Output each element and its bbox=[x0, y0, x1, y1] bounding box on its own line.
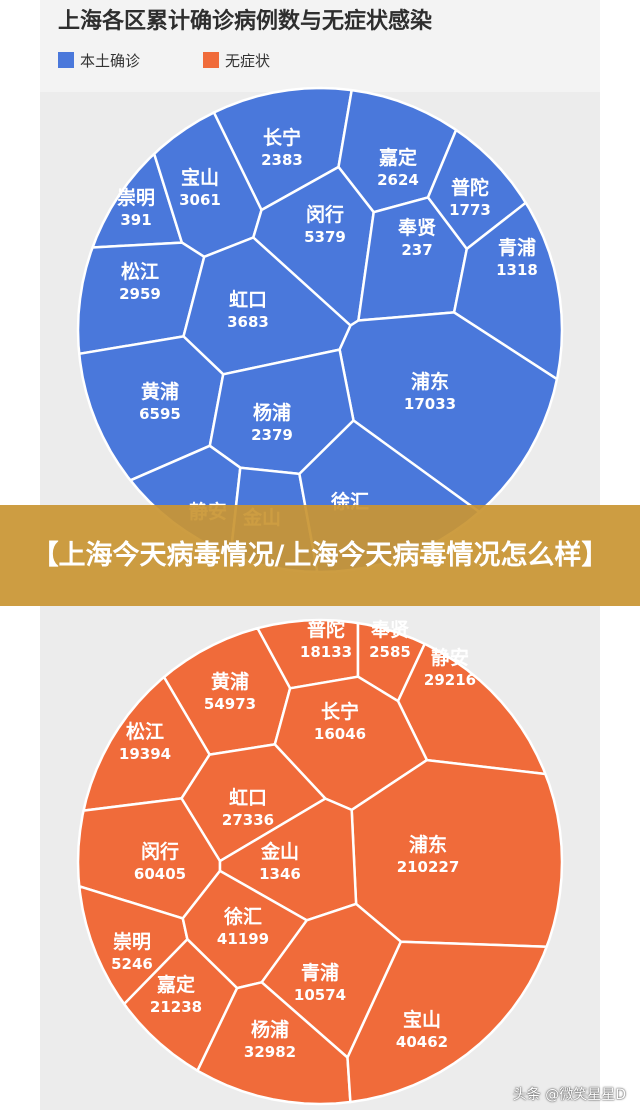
district-value-label: 2959 bbox=[119, 285, 161, 303]
district-cell bbox=[350, 758, 564, 948]
district-name-label: 宝山 bbox=[403, 1008, 441, 1031]
district-cell bbox=[346, 940, 548, 1104]
district-cell bbox=[452, 201, 564, 381]
district-value-label: 17033 bbox=[404, 395, 456, 413]
district-value-label: 237 bbox=[401, 241, 432, 259]
district-value-label: 1318 bbox=[496, 261, 538, 279]
district-name-label: 浦东 bbox=[411, 370, 449, 393]
district-name-label: 虹口 bbox=[229, 786, 267, 809]
district-value-label: 18133 bbox=[300, 643, 352, 661]
district-name-label: 虹口 bbox=[229, 288, 267, 311]
district-value-label: 16046 bbox=[314, 725, 366, 743]
district-value-label: 40462 bbox=[396, 1033, 448, 1051]
district-value-label: 10574 bbox=[294, 986, 346, 1004]
district-cell bbox=[396, 642, 547, 776]
district-name-label: 闵行 bbox=[141, 840, 179, 863]
district-name-label: 静安 bbox=[431, 646, 469, 669]
district-value-label: 3683 bbox=[227, 313, 269, 331]
legend-swatch-asymptomatic bbox=[203, 52, 219, 68]
district-name-label: 嘉定 bbox=[156, 973, 195, 996]
district-value-label: 1773 bbox=[449, 201, 491, 219]
chart-title: 上海各区累计确诊病例数与无症状感染 bbox=[58, 8, 432, 34]
district-value-label: 60405 bbox=[134, 865, 186, 883]
district-name-label: 普陀 bbox=[307, 618, 345, 641]
district-name-label: 松江 bbox=[126, 720, 164, 743]
district-name-label: 崇明 bbox=[117, 186, 155, 209]
district-name-label: 普陀 bbox=[451, 176, 489, 199]
district-value-label: 3061 bbox=[179, 191, 221, 209]
district-name-label: 黄浦 bbox=[141, 380, 179, 403]
district-value-label: 32982 bbox=[244, 1043, 296, 1061]
district-value-label: 19394 bbox=[119, 745, 171, 763]
district-name-label: 黄浦 bbox=[211, 670, 249, 693]
district-name-label: 金山 bbox=[260, 840, 299, 863]
district-name-label: 青浦 bbox=[301, 961, 339, 984]
district-value-label: 2585 bbox=[369, 643, 411, 661]
banner-text: 【上海今天病毒情况/上海今天病毒情况怎么样】 bbox=[31, 539, 609, 571]
header-panel bbox=[40, 0, 600, 92]
district-value-label: 2379 bbox=[251, 426, 293, 444]
district-name-label: 闵行 bbox=[306, 203, 344, 226]
district-value-label: 5379 bbox=[304, 228, 346, 246]
district-cell bbox=[82, 675, 211, 812]
district-cell bbox=[338, 311, 559, 514]
district-name-label: 杨浦 bbox=[253, 401, 291, 424]
district-cell bbox=[78, 335, 225, 482]
district-value-label: 391 bbox=[120, 211, 151, 229]
district-value-label: 54973 bbox=[204, 695, 256, 713]
district-cell bbox=[122, 938, 239, 1072]
district-cell bbox=[196, 981, 352, 1106]
district-value-label: 210227 bbox=[397, 858, 460, 876]
district-value-label: 21238 bbox=[150, 998, 202, 1016]
district-name-label: 奉贤 bbox=[397, 216, 436, 239]
district-value-label: 2624 bbox=[377, 171, 419, 189]
district-name-label: 浦东 bbox=[409, 833, 447, 856]
district-name-label: 长宁 bbox=[263, 126, 301, 149]
watermark: 头条 @微笑星星D bbox=[512, 1087, 626, 1103]
district-value-label: 5246 bbox=[111, 955, 153, 973]
asymptomatic-voronoi-chart: 普陀 18133 奉贤 2585 静安 29216 黄浦 54973 长宁 16046 松江 1939… bbox=[76, 618, 564, 1106]
confirmed-voronoi-chart: 长宁 2383 嘉定 2624 崇明 391 宝山 3061 闵行 5379 奉贤 237 普陀 1773… bbox=[76, 86, 564, 574]
district-name-label: 奉贤 bbox=[370, 618, 409, 641]
district-name-label: 杨浦 bbox=[251, 1018, 289, 1041]
district-value-label: 27336 bbox=[222, 811, 274, 829]
district-value-label: 2383 bbox=[261, 151, 303, 169]
district-name-label: 崇明 bbox=[113, 930, 151, 953]
district-name-label: 徐汇 bbox=[223, 905, 262, 928]
district-value-label: 1346 bbox=[259, 865, 301, 883]
legend-label-confirmed: 本土确诊 bbox=[80, 52, 140, 70]
district-name-label: 青浦 bbox=[498, 236, 536, 259]
district-name-label: 长宁 bbox=[321, 700, 359, 723]
district-cell bbox=[426, 128, 527, 251]
legend-label-asymptomatic: 无症状 bbox=[225, 52, 270, 70]
district-name-label: 松江 bbox=[121, 260, 159, 283]
district-name-label: 嘉定 bbox=[378, 146, 417, 169]
district-name-label: 宝山 bbox=[181, 166, 219, 189]
district-value-label: 41199 bbox=[217, 930, 269, 948]
district-value-label: 6595 bbox=[139, 405, 181, 423]
title-banner: 【上海今天病毒情况/上海今天病毒情况怎么样】 bbox=[0, 505, 640, 606]
legend-swatch-confirmed bbox=[58, 52, 74, 68]
district-value-label: 29216 bbox=[424, 671, 476, 689]
